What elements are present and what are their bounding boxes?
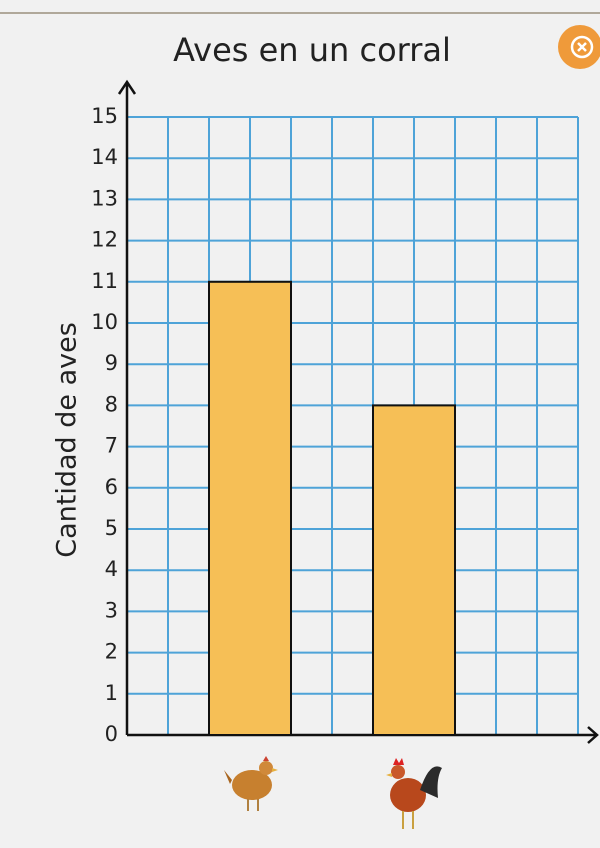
y-tick-label: 11 [91,269,118,293]
y-tick-label: 10 [91,310,118,334]
chart-title: Aves en un corral [173,31,451,69]
y-tick-label: 7 [105,434,118,458]
y-tick-label: 8 [105,392,118,416]
rooster-icon [386,758,442,829]
y-tick-label: 15 [91,104,118,128]
y-tick-label: 0 [105,722,118,746]
y-tick-label: 9 [105,351,118,375]
y-tick-label: 5 [105,516,118,540]
y-tick-label: 1 [105,681,118,705]
bar [372,404,456,736]
plot [117,79,599,744]
y-tick-label: 13 [91,186,118,210]
close-button[interactable] [558,25,600,69]
y-tick-label: 3 [105,598,118,622]
y-axis [117,79,137,735]
y-tick-label: 12 [91,228,118,252]
y-tick-label: 14 [91,145,118,169]
y-tick-label: 6 [105,475,118,499]
x-axis [127,726,599,744]
bar [208,280,292,736]
y-tick-label: 2 [105,640,118,664]
y-axis-label: Cantidad de aves [52,322,83,558]
hen-icon [224,756,278,811]
y-tick-label: 4 [105,557,118,581]
